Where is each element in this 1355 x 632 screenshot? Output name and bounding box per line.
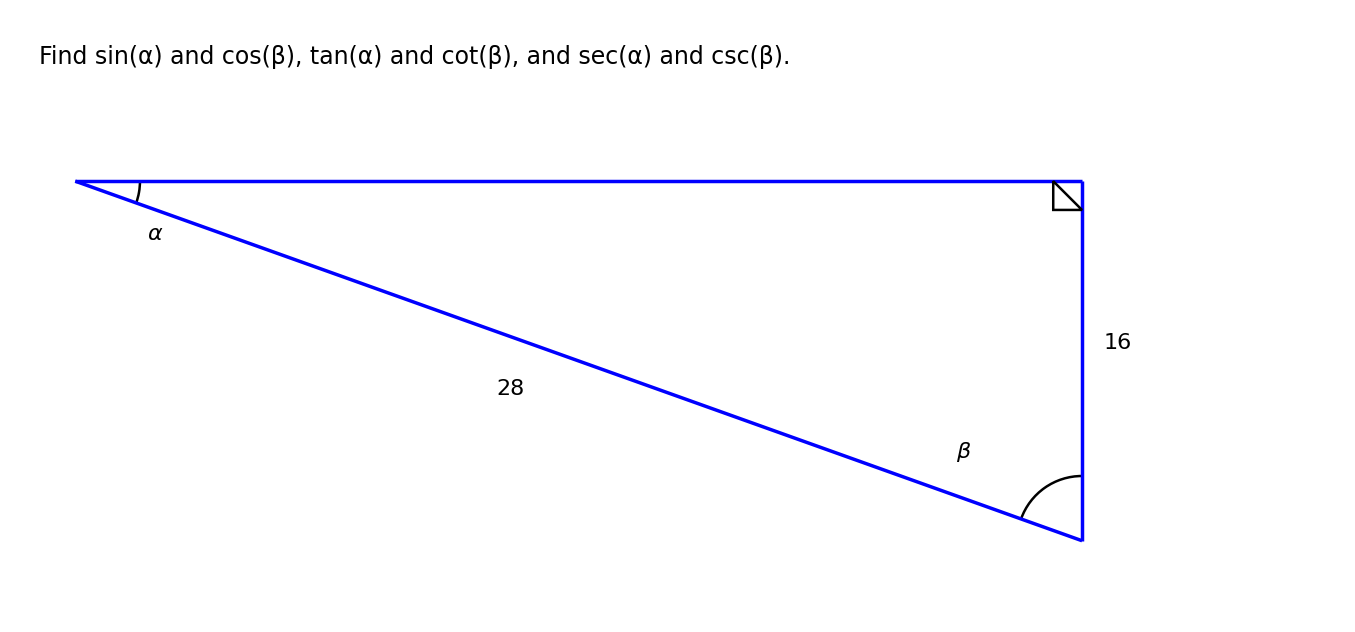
Text: β: β	[957, 442, 970, 461]
Text: 28: 28	[496, 379, 524, 399]
Text: Find sin(α) and cos(β), tan(α) and cot(β), and sec(α) and csc(β).: Find sin(α) and cos(β), tan(α) and cot(β…	[39, 44, 791, 68]
Text: 16: 16	[1103, 333, 1131, 353]
Text: α: α	[148, 224, 161, 245]
